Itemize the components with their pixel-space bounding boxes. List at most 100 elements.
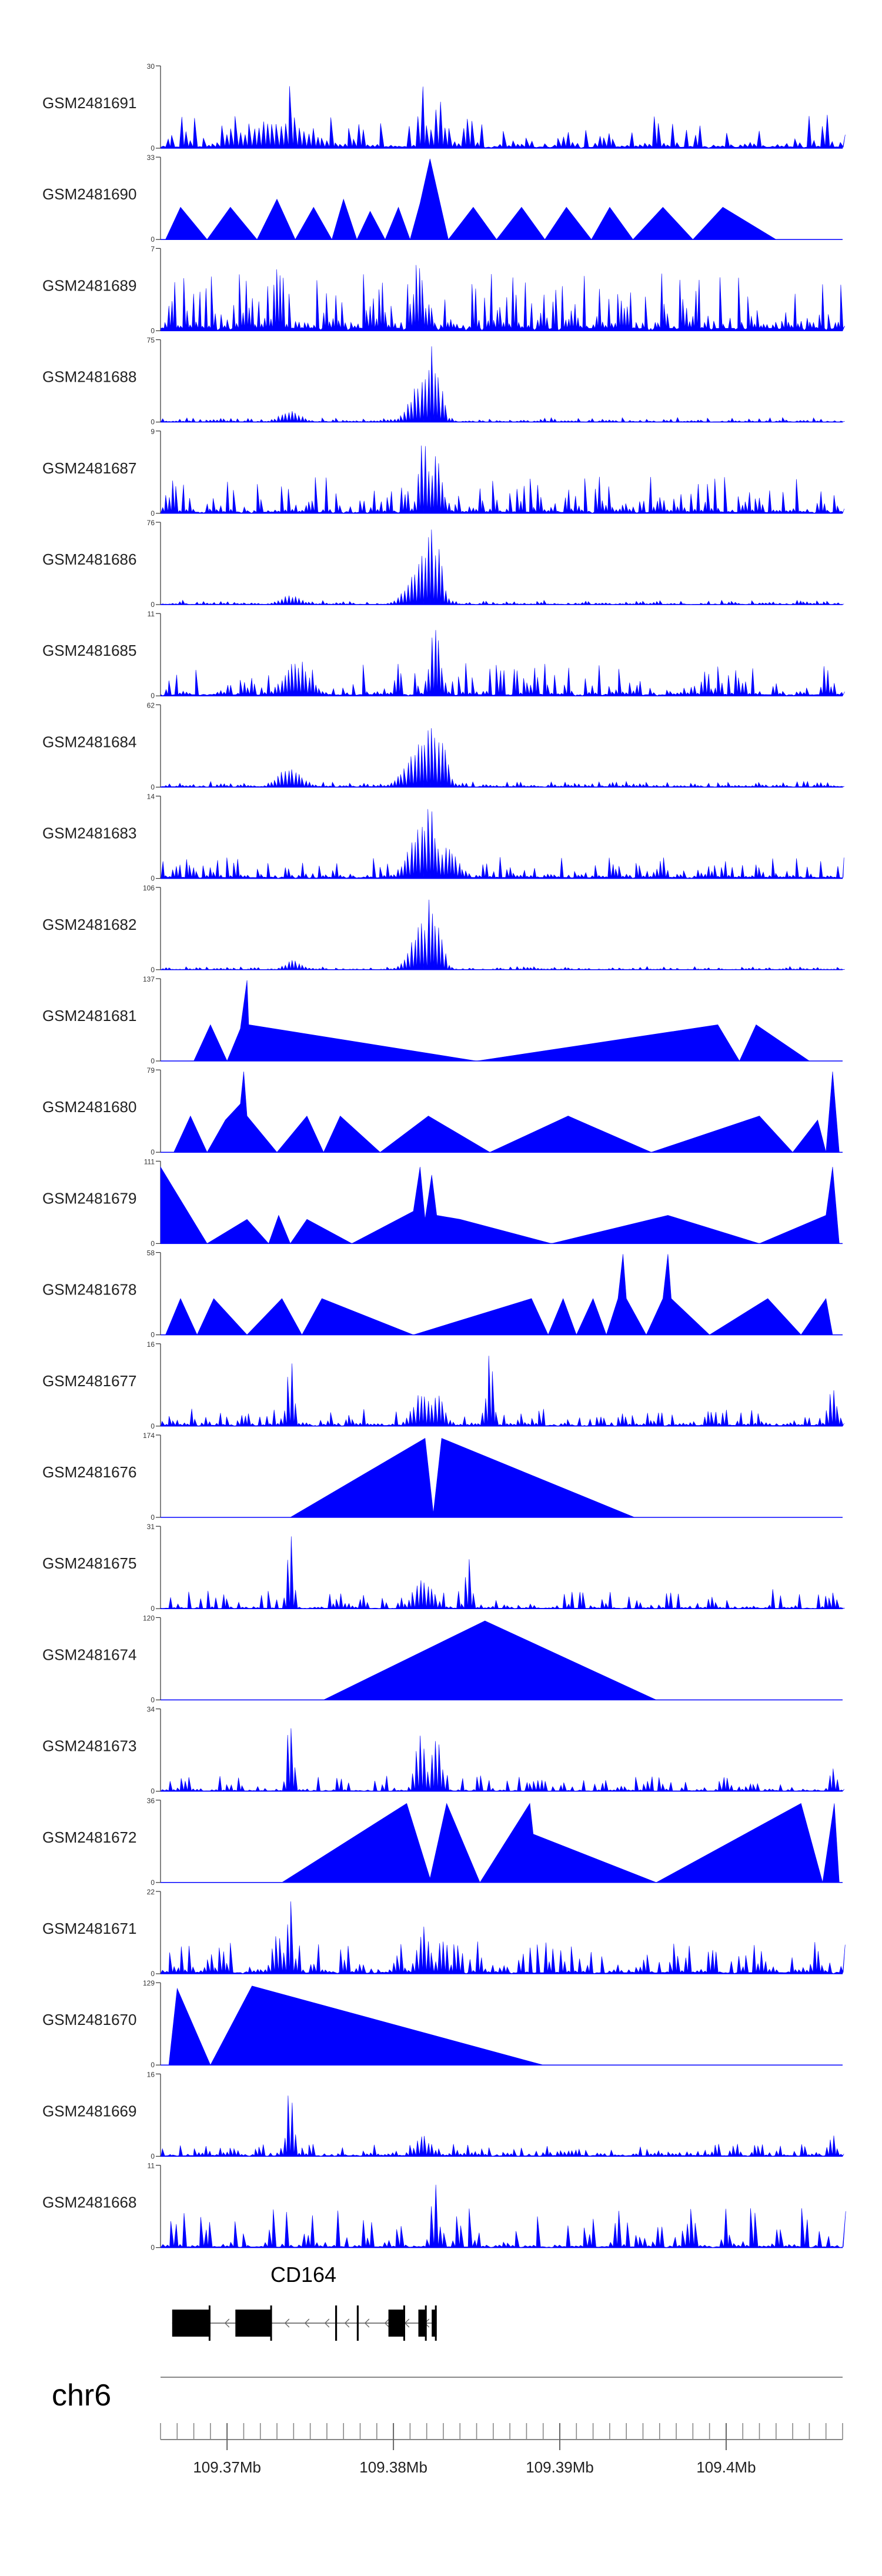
strand-arrow (344, 2318, 350, 2328)
track-label: GSM2481684 (42, 733, 136, 750)
track-label: GSM2481685 (42, 642, 136, 659)
coverage-area (160, 529, 844, 605)
coverage-area (160, 630, 845, 696)
track-y-max-label: 30 (147, 62, 155, 71)
track-label: GSM2481675 (42, 1554, 136, 1572)
track-GSM2481674: GSM2481674 120 0 (42, 1614, 843, 1704)
track-label: GSM2481688 (42, 368, 136, 386)
gene-exon-edge (335, 2305, 338, 2341)
axis-tick-label: 109.38Mb (359, 2458, 427, 2476)
coverage-area (168, 1986, 543, 2066)
track-GSM2481673: GSM2481673 34 0 (42, 1706, 844, 1796)
track-y-zero-label: 0 (151, 1057, 155, 1065)
track-y-zero-label: 0 (151, 1239, 155, 1247)
track-y-zero-label: 0 (151, 2244, 155, 2252)
track-label: GSM2481683 (42, 825, 136, 842)
coverage-area (160, 1901, 846, 1974)
track-label: GSM2481669 (42, 2102, 136, 2120)
coverage-area (160, 445, 845, 514)
gene-exon-edge (425, 2305, 427, 2341)
gene-model-track: CD164 (172, 2263, 437, 2341)
coverage-area (160, 346, 845, 423)
track-y-max-label: 75 (147, 336, 155, 345)
track-y-max-label: 62 (147, 701, 155, 709)
track-y-max-label: 58 (147, 1249, 155, 1257)
track-y-max-label: 106 (143, 884, 155, 892)
track-label: GSM2481691 (42, 94, 136, 112)
track-y-zero-label: 0 (151, 1422, 155, 1430)
coverage-area (160, 1166, 840, 1244)
track-label: GSM2481690 (42, 185, 136, 203)
track-y-max-label: 33 (147, 154, 155, 162)
axis-tick-label: 109.4Mb (696, 2458, 756, 2476)
track-y-zero-label: 0 (151, 235, 155, 243)
track-y-zero-label: 0 (151, 2152, 155, 2160)
track-y-zero-label: 0 (151, 509, 155, 518)
track-GSM2481670: GSM2481670 129 0 (42, 1979, 843, 2069)
track-label: GSM2481671 (42, 1920, 136, 1937)
track-label: GSM2481682 (42, 916, 136, 933)
track-GSM2481675: GSM2481675 31 0 (42, 1523, 845, 1613)
strand-arrow (364, 2318, 370, 2328)
coverage-area (165, 158, 777, 241)
coverage-area (323, 1620, 657, 1700)
gene-name-label: CD164 (270, 2263, 336, 2287)
track-GSM2481671: GSM2481671 22 0 (42, 1888, 846, 1978)
track-GSM2481685: GSM2481685 11 0 (42, 610, 845, 700)
coverage-area (160, 728, 845, 788)
track-label: GSM2481689 (42, 276, 136, 294)
track-label: GSM2481668 (42, 2194, 136, 2211)
coverage-area (173, 1071, 840, 1153)
coverage-area (281, 1803, 840, 1883)
coverage-tracks: GSM2481691300GSM2481690330GSM248168970GS… (42, 62, 846, 2252)
track-y-max-label: 111 (144, 1157, 155, 1166)
track-y-max-label: 11 (148, 2162, 155, 2170)
track-GSM2481681: GSM2481681 137 0 (42, 975, 843, 1065)
track-y-zero-label: 0 (151, 1878, 155, 1887)
gene-exon-edge (403, 2305, 405, 2341)
gene-exon-edge (208, 2305, 211, 2341)
track-GSM2481678: GSM2481678 58 0 (42, 1249, 843, 1339)
track-y-zero-label: 0 (151, 600, 155, 609)
gene-exon (418, 2310, 427, 2337)
track-y-max-label: 14 (147, 793, 155, 801)
coverage-area (160, 899, 845, 970)
strand-arrow (384, 2318, 390, 2328)
track-GSM2481687: GSM2481687 9 0 (42, 428, 845, 518)
track-y-zero-label: 0 (151, 875, 155, 883)
track-label: GSM2481670 (42, 2011, 136, 2028)
track-y-zero-label: 0 (151, 144, 155, 152)
track-y-max-label: 34 (147, 1706, 155, 1714)
gene-exon-edge (435, 2305, 437, 2341)
track-GSM2481669: GSM2481669 16 0 (42, 2070, 844, 2160)
track-y-zero-label: 0 (151, 692, 155, 700)
track-GSM2481677: GSM2481677 16 0 (42, 1340, 844, 1430)
gene-exon (172, 2310, 211, 2337)
track-GSM2481672: GSM2481672 36 0 (42, 1797, 843, 1887)
track-y-max-label: 79 (147, 1066, 155, 1075)
track-y-zero-label: 0 (151, 1513, 155, 1521)
coverage-area (160, 809, 844, 879)
coverage-area (160, 1356, 844, 1427)
track-y-zero-label: 0 (151, 1696, 155, 1704)
coverage-area (160, 1536, 845, 1609)
track-y-max-label: 120 (143, 1614, 155, 1622)
track-label: GSM2481678 (42, 1281, 136, 1299)
track-y-max-label: 76 (147, 519, 155, 527)
coverage-area (160, 86, 846, 149)
coverage-area (160, 265, 845, 331)
track-y-zero-label: 0 (151, 783, 155, 791)
track-y-zero-label: 0 (151, 1604, 155, 1613)
track-GSM2481680: GSM2481680 79 0 (42, 1066, 843, 1156)
coverage-area (160, 2184, 846, 2248)
track-label: GSM2481676 (42, 1463, 136, 1481)
track-y-max-label: 22 (147, 1888, 155, 1896)
track-y-zero-label: 0 (151, 326, 155, 335)
track-GSM2481689: GSM2481689 7 0 (42, 245, 845, 335)
gene-exon-edge (270, 2305, 272, 2341)
axis-tick-label: 109.39Mb (526, 2458, 594, 2476)
track-y-max-label: 9 (151, 428, 155, 436)
track-GSM2481686: GSM2481686 76 0 (42, 519, 844, 609)
track-label: GSM2481674 (42, 1646, 136, 1663)
